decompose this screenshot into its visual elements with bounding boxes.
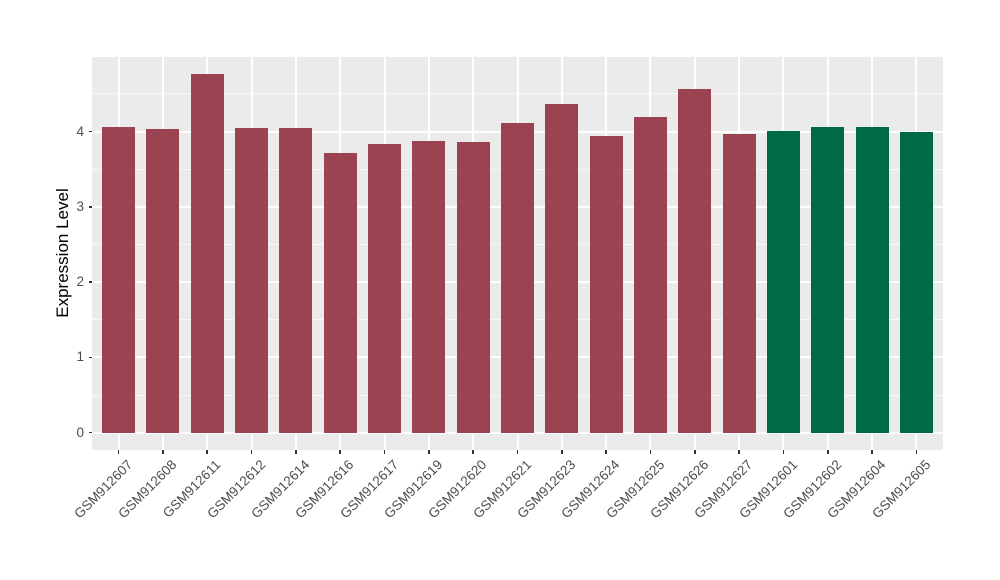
x-axis-tick-mark — [383, 450, 386, 454]
bar-GSM912602 — [811, 127, 845, 433]
y-axis-tick-mark — [88, 431, 92, 434]
y-axis-tick-label: 3 — [76, 198, 84, 214]
x-axis-tick-mark — [782, 450, 785, 454]
x-axis-tick-mark — [871, 450, 873, 454]
x-axis-tick-mark — [162, 450, 164, 454]
x-axis-tick-mark — [915, 450, 918, 454]
bar-GSM912607 — [102, 127, 136, 433]
x-axis-tick-mark — [250, 450, 253, 454]
x-axis-tick-mark — [339, 450, 341, 454]
bar-GSM912620 — [456, 142, 490, 433]
bar-GSM912611 — [190, 74, 224, 433]
y-axis-tick-mark — [88, 130, 92, 133]
y-axis-tick-label: 1 — [76, 349, 84, 365]
x-axis-tick-mark — [694, 450, 696, 454]
bar-GSM912601 — [766, 130, 800, 433]
y-axis-tick-label: 0 — [76, 424, 84, 440]
x-axis-tick-mark — [827, 450, 829, 454]
bar-GSM912616 — [323, 152, 357, 433]
bar-GSM912612 — [235, 127, 269, 433]
x-axis-tick-mark — [561, 450, 563, 454]
y-axis-tick-label: 2 — [76, 274, 84, 290]
bar-GSM912623 — [545, 103, 579, 433]
bar-GSM912627 — [722, 133, 756, 433]
x-axis-tick-mark — [206, 450, 208, 454]
x-axis-tick-mark — [649, 450, 652, 454]
y-axis-tick-mark — [88, 356, 92, 359]
y-axis-tick-mark — [88, 206, 92, 208]
x-axis-tick-mark — [472, 450, 474, 454]
bar-GSM912624 — [589, 136, 623, 433]
x-axis-tick-mark — [428, 450, 430, 454]
x-axis-tick-mark — [516, 450, 519, 454]
bar-GSM912625 — [633, 117, 667, 433]
bar-GSM912619 — [412, 141, 446, 433]
bar-GSM912614 — [279, 127, 313, 433]
bar-GSM912621 — [501, 122, 534, 433]
bar-GSM912617 — [368, 143, 402, 433]
y-axis-tick-label: 4 — [76, 123, 84, 139]
bar-GSM912605 — [899, 132, 933, 433]
x-axis-tick-mark — [605, 450, 607, 454]
x-axis-tick-mark — [117, 450, 120, 454]
x-axis-tick-mark — [295, 450, 297, 454]
bar-GSM912626 — [678, 89, 712, 433]
bar-GSM912604 — [855, 127, 889, 433]
x-axis-tick-mark — [738, 450, 740, 454]
y-axis-tick-mark — [88, 281, 92, 283]
bar-GSM912608 — [146, 129, 180, 433]
plot-panel — [92, 57, 943, 450]
